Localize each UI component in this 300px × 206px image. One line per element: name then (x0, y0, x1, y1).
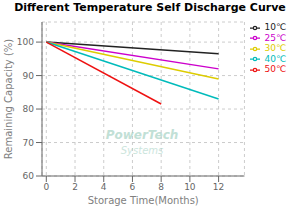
svg-text:100: 100 (17, 37, 34, 47)
svg-text:90: 90 (23, 71, 35, 81)
svg-text:8: 8 (158, 182, 164, 192)
html-text:50℃: 50℃ (264, 64, 286, 74)
html-text:40℃: 40℃ (264, 53, 286, 64)
svg-text:4: 4 (101, 182, 107, 192)
svg-text:2: 2 (72, 182, 78, 192)
svg-text:60: 60 (23, 171, 35, 181)
svg-text:80: 80 (23, 104, 35, 114)
svg-text:Remaining Capacity (%): Remaining Capacity (%) (8, 39, 14, 160)
html-text:Systems: Systems (120, 145, 164, 156)
svg-text:12: 12 (213, 182, 224, 192)
html-text:PowerTech: PowerTech (105, 128, 179, 142)
svg-text:Storage Time(Months): Storage Time(Months) (88, 195, 199, 206)
html-text:Different Temperature Self Dis: Different Temperature Self Discharge Cur… (14, 1, 286, 14)
svg-text:10: 10 (184, 182, 196, 192)
svg-text:70: 70 (23, 138, 35, 148)
html-text:10℃: 10℃ (264, 22, 286, 32)
svg-text:6: 6 (130, 182, 136, 192)
html-text:30℃: 30℃ (264, 43, 286, 53)
svg-text:0: 0 (43, 182, 49, 192)
html-text:25℃: 25℃ (264, 32, 286, 43)
